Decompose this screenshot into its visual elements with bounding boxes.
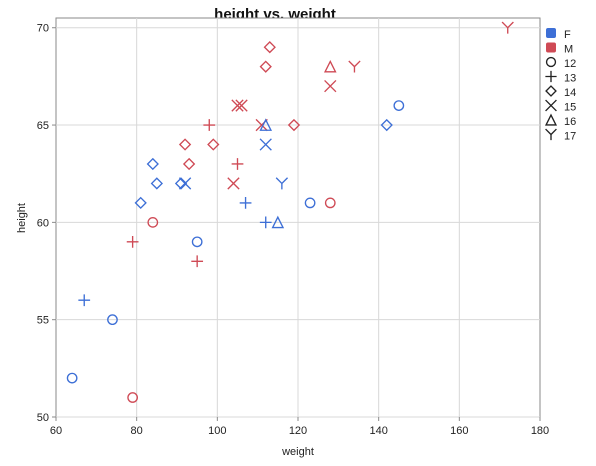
data-points bbox=[66, 21, 514, 403]
data-point-f-14 bbox=[146, 157, 159, 171]
legend-marker-17 bbox=[545, 128, 557, 141]
y-tick-label: 55 bbox=[37, 315, 49, 327]
data-point-f-14 bbox=[174, 177, 188, 190]
legend-marker-15 bbox=[545, 99, 557, 112]
legend-color-swatch-m bbox=[546, 42, 556, 53]
legend-label-16: 16 bbox=[564, 116, 576, 128]
data-point-f-16 bbox=[271, 215, 285, 229]
data-point-f-14 bbox=[380, 118, 393, 132]
data-point-f-16 bbox=[259, 118, 273, 131]
x-tick-label: 80 bbox=[131, 425, 143, 437]
y-tick-label: 70 bbox=[37, 23, 49, 35]
legend-marker-12 bbox=[545, 56, 557, 68]
data-point-f-12 bbox=[393, 100, 405, 111]
data-point-m-17 bbox=[348, 60, 361, 73]
data-point-m-15 bbox=[324, 79, 337, 93]
y-axis-label: height bbox=[16, 203, 28, 233]
legend-label-15: 15 bbox=[564, 102, 576, 114]
data-point-f-12 bbox=[304, 197, 316, 209]
data-point-m-12 bbox=[147, 216, 159, 228]
data-point-m-15 bbox=[231, 99, 244, 112]
data-point-m-16 bbox=[323, 59, 337, 73]
data-point-f-12 bbox=[191, 236, 203, 248]
legend-label-13: 13 bbox=[564, 73, 576, 85]
data-point-f-12 bbox=[66, 372, 78, 384]
x-tick-label: 180 bbox=[531, 425, 549, 437]
x-axis-label: weight bbox=[281, 446, 314, 458]
data-point-m-12 bbox=[324, 197, 336, 209]
legend-label-m: M bbox=[564, 44, 573, 56]
y-tick-label: 60 bbox=[37, 217, 49, 229]
x-tick-label: 140 bbox=[369, 425, 387, 437]
data-point-m-14 bbox=[287, 118, 301, 132]
x-tick-label: 100 bbox=[208, 425, 226, 437]
data-point-m-15 bbox=[227, 177, 240, 190]
data-point-m-13 bbox=[126, 235, 139, 248]
x-tick-label: 60 bbox=[50, 425, 62, 437]
x-tick-label: 120 bbox=[289, 425, 307, 437]
legend-label-17: 17 bbox=[564, 131, 576, 143]
data-point-m-13 bbox=[203, 119, 216, 131]
legend-marker-13 bbox=[545, 70, 557, 83]
legend-marker-16 bbox=[544, 113, 558, 126]
data-point-f-14 bbox=[134, 196, 147, 210]
legend-label-14: 14 bbox=[564, 87, 576, 99]
data-point-f-15 bbox=[178, 177, 192, 190]
legend-label-12: 12 bbox=[564, 58, 576, 70]
x-tick-label: 160 bbox=[450, 425, 468, 437]
data-point-f-15 bbox=[259, 138, 272, 151]
data-point-m-13 bbox=[191, 255, 204, 268]
legend-marker-14 bbox=[545, 85, 557, 97]
data-point-m-14 bbox=[182, 157, 196, 171]
data-point-m-13 bbox=[231, 158, 244, 170]
legend-label-f: F bbox=[564, 29, 571, 41]
data-point-m-15 bbox=[235, 99, 248, 112]
data-point-f-13 bbox=[259, 216, 272, 229]
data-point-m-12 bbox=[127, 392, 139, 403]
data-point-m-17 bbox=[501, 21, 514, 34]
legend: FM 12 13 14 15 16 17 bbox=[544, 28, 576, 143]
data-point-f-13 bbox=[78, 294, 91, 307]
data-point-m-14 bbox=[259, 60, 272, 73]
data-point-f-17 bbox=[275, 177, 289, 190]
data-point-m-14 bbox=[178, 138, 192, 151]
data-point-f-13 bbox=[239, 197, 252, 209]
y-tick-label: 50 bbox=[37, 412, 49, 424]
y-tick-label: 65 bbox=[37, 120, 49, 132]
data-point-f-14 bbox=[150, 177, 163, 190]
data-point-m-14 bbox=[263, 41, 276, 54]
data-point-m-14 bbox=[207, 138, 220, 151]
legend-color-swatch-f bbox=[546, 28, 556, 38]
data-point-f-12 bbox=[107, 314, 118, 326]
axis-ticks: 60 80 100 120 140 160 180 50 55 60 65 70 bbox=[37, 23, 549, 437]
